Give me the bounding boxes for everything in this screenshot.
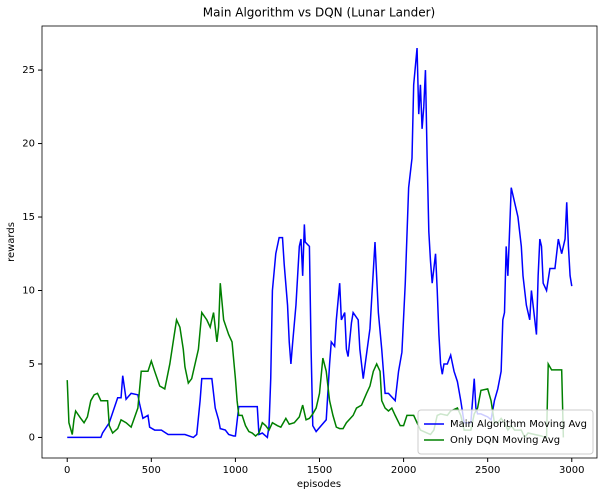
x-tick-label: 3000: [559, 465, 584, 476]
y-tick-label: 25: [22, 65, 35, 76]
axes-frame: [41, 25, 598, 459]
legend: Main Algorithm Moving Avg Only DQN Moving…: [417, 409, 594, 455]
legend-label: Main Algorithm Moving Avg: [450, 419, 587, 430]
x-tick-label: 1000: [223, 465, 248, 476]
legend-label: Only DQN Moving Avg: [450, 435, 560, 446]
line-series: [67, 47, 573, 439]
x-tick-label: 1500: [307, 465, 332, 476]
chart-title: Main Algorithm vs DQN (Lunar Lander): [203, 6, 435, 20]
x-axis-label: episodes: [297, 479, 341, 490]
x-tick-label: 2500: [475, 465, 500, 476]
x-tick-label: 0: [64, 465, 70, 476]
legend-box: [417, 409, 594, 455]
y-axis-label: rewards: [6, 222, 17, 262]
y-tick-label: 20: [22, 139, 35, 150]
y-tick-label: 10: [22, 285, 35, 296]
y-tick-label: 15: [22, 212, 35, 223]
y-tick-label: 5: [29, 359, 35, 370]
y-tick-label: 0: [29, 432, 35, 443]
x-tick-label: 2000: [391, 465, 416, 476]
x-tick-label: 500: [142, 465, 161, 476]
